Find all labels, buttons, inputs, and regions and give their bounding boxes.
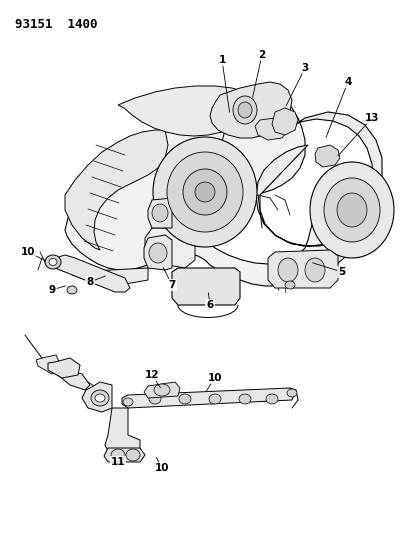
Ellipse shape bbox=[304, 258, 324, 282]
Polygon shape bbox=[254, 118, 287, 140]
Text: 5: 5 bbox=[337, 267, 345, 277]
Ellipse shape bbox=[336, 193, 366, 227]
Ellipse shape bbox=[154, 384, 170, 396]
Ellipse shape bbox=[238, 394, 250, 404]
Polygon shape bbox=[36, 355, 62, 374]
Ellipse shape bbox=[45, 255, 61, 269]
Ellipse shape bbox=[67, 286, 77, 294]
Polygon shape bbox=[255, 112, 381, 246]
Polygon shape bbox=[118, 86, 254, 136]
Ellipse shape bbox=[49, 259, 57, 265]
Polygon shape bbox=[65, 130, 168, 250]
Polygon shape bbox=[209, 82, 291, 138]
Ellipse shape bbox=[284, 281, 294, 289]
Text: 3: 3 bbox=[301, 63, 308, 73]
Ellipse shape bbox=[209, 394, 221, 404]
Ellipse shape bbox=[178, 394, 190, 404]
Ellipse shape bbox=[195, 182, 214, 202]
Text: 93151  1400: 93151 1400 bbox=[15, 18, 97, 31]
Text: 10: 10 bbox=[154, 463, 169, 473]
Ellipse shape bbox=[166, 152, 242, 232]
Ellipse shape bbox=[149, 394, 161, 404]
Polygon shape bbox=[104, 448, 145, 462]
Ellipse shape bbox=[183, 169, 226, 215]
Text: 11: 11 bbox=[111, 457, 125, 467]
Polygon shape bbox=[122, 388, 294, 408]
Polygon shape bbox=[58, 370, 90, 390]
Polygon shape bbox=[145, 228, 195, 268]
Ellipse shape bbox=[91, 390, 109, 406]
Polygon shape bbox=[82, 382, 112, 412]
Ellipse shape bbox=[111, 449, 125, 461]
Text: 10: 10 bbox=[207, 373, 222, 383]
Text: 9: 9 bbox=[48, 285, 55, 295]
Text: 10: 10 bbox=[21, 247, 35, 257]
Polygon shape bbox=[171, 170, 235, 216]
Ellipse shape bbox=[277, 258, 297, 282]
Ellipse shape bbox=[309, 162, 393, 258]
Ellipse shape bbox=[233, 96, 256, 124]
Ellipse shape bbox=[286, 389, 296, 397]
Ellipse shape bbox=[95, 394, 105, 402]
Ellipse shape bbox=[126, 449, 140, 461]
Ellipse shape bbox=[152, 204, 168, 222]
Ellipse shape bbox=[266, 394, 277, 404]
Polygon shape bbox=[271, 108, 297, 135]
Polygon shape bbox=[50, 255, 130, 292]
Ellipse shape bbox=[323, 178, 379, 242]
Polygon shape bbox=[147, 198, 171, 228]
Ellipse shape bbox=[153, 137, 256, 247]
Text: 6: 6 bbox=[206, 300, 213, 310]
Ellipse shape bbox=[149, 243, 166, 263]
Ellipse shape bbox=[123, 398, 133, 406]
Text: 1: 1 bbox=[218, 55, 225, 65]
Polygon shape bbox=[144, 235, 171, 270]
Polygon shape bbox=[314, 145, 339, 167]
Ellipse shape bbox=[237, 102, 252, 118]
Polygon shape bbox=[267, 250, 337, 288]
Polygon shape bbox=[48, 358, 80, 378]
Polygon shape bbox=[171, 268, 240, 305]
Polygon shape bbox=[105, 408, 140, 458]
Text: 8: 8 bbox=[86, 277, 93, 287]
Text: 12: 12 bbox=[145, 370, 159, 380]
Polygon shape bbox=[65, 93, 355, 286]
Polygon shape bbox=[72, 268, 147, 285]
Text: 7: 7 bbox=[168, 280, 175, 290]
Text: 2: 2 bbox=[258, 50, 265, 60]
Text: 4: 4 bbox=[344, 77, 351, 87]
Text: 13: 13 bbox=[364, 113, 378, 123]
Polygon shape bbox=[144, 382, 180, 398]
